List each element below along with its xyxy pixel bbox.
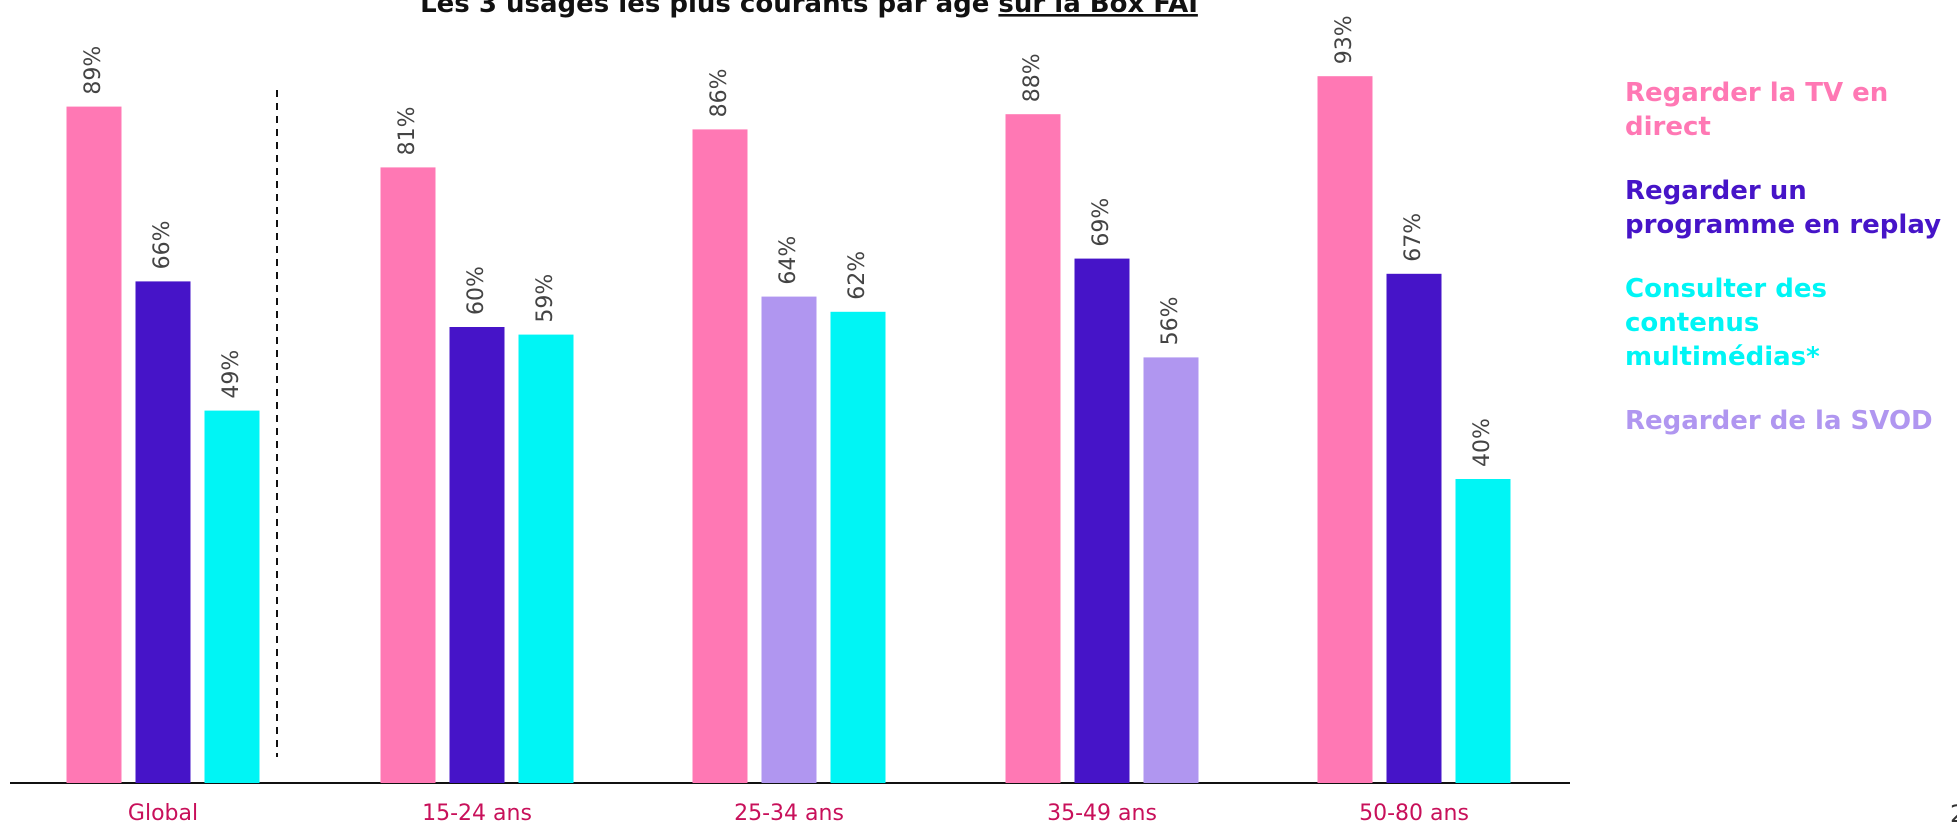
title-main: Les 3 usages les plus courants par âge	[420, 0, 989, 19]
bar	[692, 129, 748, 783]
legend: Regarder la TV en direct Regarder un prog…	[1625, 76, 1955, 468]
bar	[66, 106, 122, 784]
legend-entry: Regarder de la SVOD	[1625, 406, 1933, 436]
bar	[1143, 357, 1199, 783]
bar	[135, 281, 191, 783]
bar	[761, 296, 817, 783]
value-label: 67%	[1401, 213, 1426, 262]
x-tick-label: 35-49 ans	[1047, 801, 1157, 822]
legend-entry: Regarder la TV en direct	[1625, 78, 1889, 142]
value-label: 56%	[1158, 296, 1183, 345]
legend-entry: Consulter des contenus multimédias*	[1625, 274, 1828, 372]
value-label: 60%	[464, 266, 489, 315]
bar	[1317, 76, 1373, 783]
bar	[380, 167, 436, 783]
chart-title: Les 3 usages les plus courants par âge s…	[420, 0, 1198, 19]
bar	[1455, 479, 1511, 783]
value-label: 64%	[776, 236, 801, 285]
value-label: 49%	[219, 350, 244, 399]
bar	[1386, 273, 1442, 783]
value-label: 89%	[81, 46, 106, 95]
bar	[830, 311, 886, 783]
legend-entry: Regarder un programme en replay	[1625, 176, 1942, 240]
bar	[1074, 258, 1130, 784]
value-label: 69%	[1089, 198, 1114, 247]
x-tick-label: 25-34 ans	[734, 801, 844, 822]
value-label: 81%	[395, 106, 420, 155]
title-emphasis: sur la Box FAI	[998, 0, 1197, 19]
x-tick-label: 15-24 ans	[422, 801, 532, 822]
page-number: 2	[1950, 800, 1957, 822]
value-label: 40%	[1470, 418, 1495, 467]
x-tick-label: Global	[128, 801, 198, 822]
value-label: 59%	[533, 274, 558, 323]
x-tick-label: 50-80 ans	[1359, 801, 1469, 822]
bar	[449, 327, 505, 783]
bar	[204, 410, 260, 783]
value-label: 88%	[1020, 53, 1045, 102]
bar	[518, 334, 574, 783]
value-label: 93%	[1332, 15, 1357, 64]
value-label: 86%	[707, 68, 732, 117]
value-label: 62%	[845, 251, 870, 300]
value-label: 66%	[150, 220, 175, 269]
bar	[1005, 114, 1061, 783]
